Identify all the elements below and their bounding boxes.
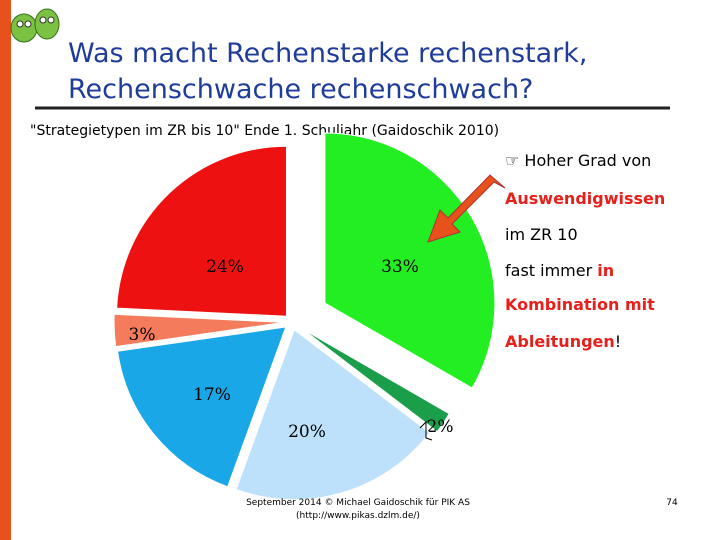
subtitle: "Strategietypen im ZR bis 10" Ende 1. Sc…	[30, 123, 499, 139]
pie-slice	[113, 313, 285, 348]
slice-label: 24%	[206, 257, 244, 277]
note-part: in	[597, 261, 614, 280]
note-part: Ableitungen	[505, 332, 615, 351]
logo	[10, 8, 60, 43]
pie: 33% 2% 20% 17% 3% 24%	[113, 132, 496, 501]
title-line: Was macht Rechenstarke rechenstark,	[68, 38, 587, 69]
note: Kombination mit	[505, 295, 655, 314]
footer: (http://www.pikas.dzlm.de/)	[296, 511, 420, 521]
footer: September 2014 © Michael Gaidoschik für …	[246, 498, 470, 508]
note-part: !	[615, 332, 621, 351]
side-bar	[0, 0, 11, 540]
slice-label: 17%	[193, 385, 231, 405]
note: Auswendigwissen	[505, 189, 665, 208]
arrow	[427, 174, 506, 243]
pie-slice	[324, 132, 496, 389]
page-number: 74	[666, 498, 678, 508]
leader-line	[419, 420, 433, 441]
slice-label: 33%	[381, 257, 419, 277]
title-line: Rechenschwache rechenschwach?	[68, 74, 533, 105]
note: fast immer in	[505, 261, 614, 280]
slice-label: 20%	[288, 422, 326, 442]
pie-slice	[301, 328, 450, 433]
pie-slice	[116, 326, 287, 488]
note: Ableitungen!	[505, 332, 621, 351]
note: ☞ Hoher Grad von	[505, 151, 651, 170]
note: im ZR 10	[505, 225, 578, 244]
slice-label: 2%	[427, 417, 454, 437]
slice-label: 3%	[129, 325, 156, 345]
pie-slice	[235, 328, 431, 501]
note-part: fast immer	[505, 261, 593, 280]
pie-slice	[116, 145, 287, 317]
